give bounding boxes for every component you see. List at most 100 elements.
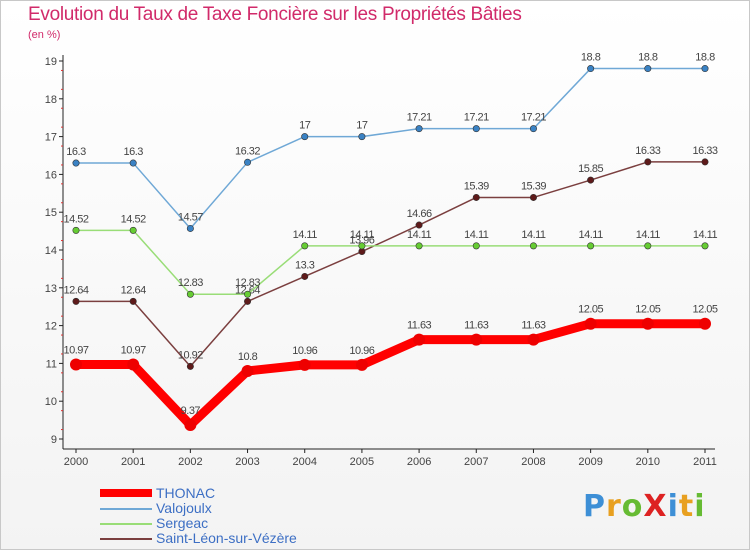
- x-tick-label: 2008: [521, 456, 545, 468]
- data-label-thonac: 11.63: [407, 320, 432, 332]
- x-tick-label: 2005: [350, 456, 374, 468]
- proxiti-logo: ProXiti: [583, 489, 706, 524]
- data-point-valojoulx: [701, 65, 709, 73]
- legend-label-valojoulx: Valojoulx: [156, 500, 212, 516]
- data-point-valojoulx: [72, 159, 80, 167]
- data-label-thonac: 10.96: [349, 345, 374, 357]
- data-point-sergeac: [415, 242, 423, 250]
- legend-label-saint-leon: Saint-Léon-sur-Vézère: [156, 530, 297, 546]
- data-label-saint-leon-sur-vezere: 15.85: [578, 163, 603, 175]
- x-tick-label: 2009: [578, 456, 602, 468]
- data-point-thonac: [470, 333, 483, 346]
- data-label-thonac: 10.8: [238, 351, 258, 363]
- data-point-valojoulx: [472, 125, 480, 133]
- y-tick-label: 13: [45, 283, 57, 295]
- series-line-valojoulx: [76, 67, 705, 230]
- data-label-sergeac: 14.52: [121, 213, 146, 225]
- data-point-thonac: [298, 358, 311, 371]
- data-label-thonac: 9.37: [181, 405, 201, 417]
- y-tick-label: 10: [45, 396, 57, 408]
- data-label-saint-leon-sur-vezere: 15.39: [521, 180, 546, 192]
- x-tick-label: 2003: [235, 456, 259, 468]
- data-label-saint-leon-sur-vezere: 15.39: [464, 180, 489, 192]
- data-label-valojoulx: 17: [356, 120, 368, 132]
- data-label-sergeac: 14.52: [63, 213, 88, 225]
- data-label-valojoulx: 18.8: [581, 52, 601, 64]
- data-label-thonac: 12.05: [578, 304, 603, 316]
- data-point-valojoulx: [587, 65, 595, 73]
- data-label-sergeac: 14.11: [521, 229, 546, 241]
- data-point-sergeac: [358, 242, 366, 250]
- legend-label-thonac: THONAC: [156, 485, 216, 501]
- data-label-valojoulx: 16.3: [66, 146, 86, 158]
- data-point-thonac: [127, 358, 140, 371]
- legend-swatch-saint-leon: [100, 538, 152, 540]
- data-label-sergeac: 14.11: [464, 229, 489, 241]
- data-point-sergeac: [529, 242, 537, 250]
- data-point-valojoulx: [529, 125, 537, 133]
- data-label-valojoulx: 17.21: [464, 112, 489, 124]
- y-tick-label: 9: [51, 434, 57, 446]
- y-tick-label: 11: [46, 358, 57, 370]
- data-point-thonac: [641, 317, 654, 330]
- data-point-saint-leon-sur-vezere: [244, 297, 252, 305]
- series-line-saint-leon-sur-vezere: [76, 161, 705, 368]
- y-tick-label: 12: [45, 321, 57, 333]
- y-tick-label: 15: [45, 207, 57, 219]
- y-tick-label: 14: [45, 245, 57, 257]
- data-point-saint-leon-sur-vezere: [472, 193, 480, 201]
- data-label-sergeac: 14.11: [579, 229, 604, 241]
- data-point-saint-leon-sur-vezere: [186, 362, 194, 370]
- data-point-sergeac: [472, 242, 480, 250]
- data-point-thonac: [241, 364, 254, 377]
- y-tick-label: 18: [45, 94, 57, 106]
- data-label-saint-leon-sur-vezere: 13.3: [295, 259, 315, 271]
- data-point-thonac: [584, 317, 597, 330]
- data-label-thonac: 10.97: [63, 345, 88, 357]
- data-label-saint-leon-sur-vezere: 13.96: [349, 235, 374, 247]
- data-point-saint-leon-sur-vezere: [587, 176, 595, 184]
- legend-swatch-thonac: [100, 489, 152, 497]
- data-label-saint-leon-sur-vezere: 14.66: [407, 208, 432, 220]
- data-point-valojoulx: [415, 125, 423, 133]
- data-label-thonac: 10.96: [292, 345, 317, 357]
- data-point-sergeac: [244, 290, 252, 298]
- data-label-valojoulx: 17: [299, 120, 311, 132]
- data-point-saint-leon-sur-vezere: [415, 221, 423, 229]
- x-tick-label: 2010: [636, 456, 660, 468]
- data-label-sergeac: 14.11: [636, 229, 661, 241]
- data-point-valojoulx: [644, 65, 652, 73]
- data-point-sergeac: [587, 242, 595, 250]
- data-point-sergeac: [72, 226, 80, 234]
- data-point-saint-leon-sur-vezere: [701, 158, 709, 166]
- data-label-valojoulx: 18.8: [638, 52, 658, 64]
- data-label-sergeac: 12.83: [178, 277, 203, 289]
- data-label-sergeac: 14.11: [407, 229, 432, 241]
- data-label-saint-leon-sur-vezere: 10.92: [178, 349, 203, 361]
- data-label-sergeac: 14.11: [350, 229, 375, 241]
- data-point-saint-leon-sur-vezere: [301, 272, 309, 280]
- legend-label-sergeac: Sergeac: [156, 515, 209, 531]
- x-tick-label: 2007: [464, 456, 488, 468]
- data-label-sergeac: 14.11: [293, 229, 318, 241]
- data-point-valojoulx: [301, 133, 309, 141]
- x-tick-label: 2000: [64, 456, 88, 468]
- data-point-valojoulx: [358, 133, 366, 141]
- data-label-valojoulx: 18.8: [695, 52, 715, 64]
- data-point-saint-leon-sur-vezere: [129, 297, 137, 305]
- data-label-saint-leon-sur-vezere: 16.33: [635, 145, 660, 157]
- series-line-sergeac: [76, 229, 705, 295]
- legend-swatch-valojoulx: [100, 508, 152, 510]
- data-point-valojoulx: [244, 158, 252, 166]
- y-tick-label: 16: [45, 169, 57, 181]
- data-point-valojoulx: [129, 159, 137, 167]
- data-point-saint-leon-sur-vezere: [644, 158, 652, 166]
- data-point-sergeac: [644, 242, 652, 250]
- data-point-sergeac: [701, 242, 709, 250]
- y-tick-label: 19: [45, 56, 57, 68]
- x-tick-label: 2001: [121, 456, 145, 468]
- data-label-thonac: 11.63: [464, 320, 489, 332]
- data-label-saint-leon-sur-vezere: 12.64: [121, 284, 146, 296]
- data-label-sergeac: 12.83: [235, 277, 260, 289]
